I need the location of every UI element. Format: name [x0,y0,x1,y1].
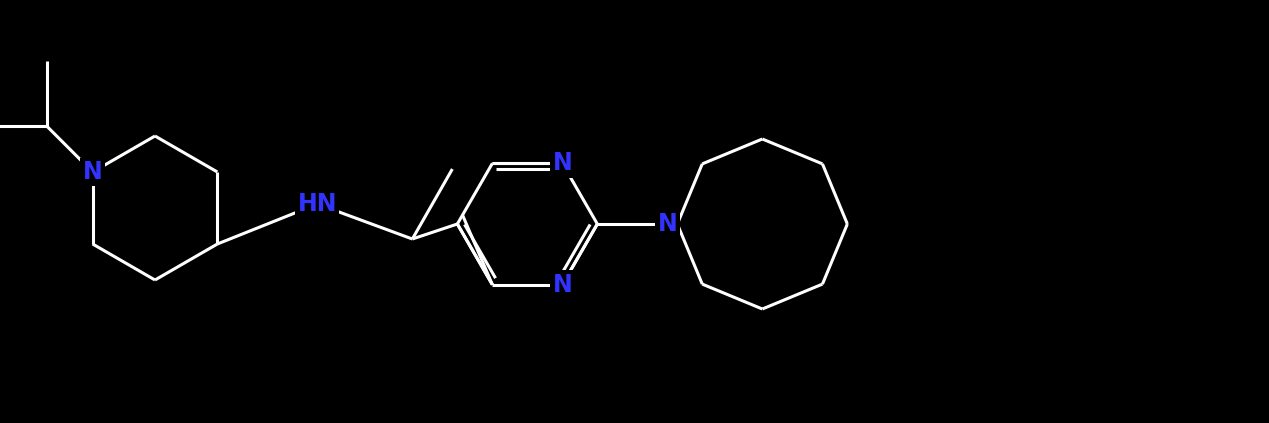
Text: HN: HN [298,192,338,216]
Text: N: N [552,272,572,297]
Text: N: N [552,151,572,176]
Text: N: N [82,160,103,184]
Text: N: N [657,212,678,236]
